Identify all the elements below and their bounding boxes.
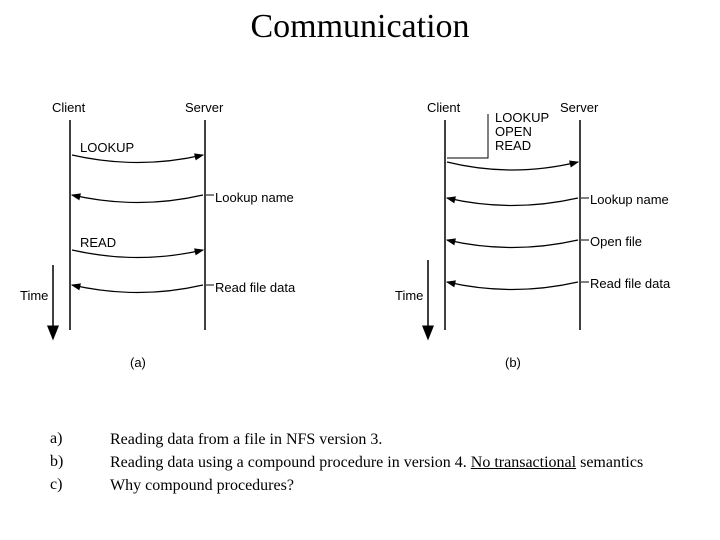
footnote-c: c) Why compound procedures?	[50, 476, 715, 497]
footnote-a-text: Reading data from a file in NFS version …	[110, 430, 715, 451]
footnote-b-pre: Reading data using a compound procedure …	[110, 454, 471, 471]
page-title: Communication	[0, 8, 720, 46]
footnote-c-key: c)	[50, 476, 110, 497]
footnote-b-post: semantics	[576, 454, 643, 471]
diagram-svg	[20, 100, 720, 390]
footnote-b-key: b)	[50, 453, 110, 474]
footnotes: a) Reading data from a file in NFS versi…	[50, 430, 715, 498]
footnote-a-key: a)	[50, 430, 110, 451]
sequence-diagrams: Client Server LOOKUP Lookup name READ Re…	[20, 100, 720, 390]
footnote-b: b) Reading data using a compound procedu…	[50, 453, 715, 474]
footnote-c-text: Why compound procedures?	[110, 476, 715, 497]
footnote-b-underlined: No transactional	[471, 454, 576, 471]
footnote-b-text: Reading data using a compound procedure …	[110, 453, 715, 474]
footnote-a: a) Reading data from a file in NFS versi…	[50, 430, 715, 451]
